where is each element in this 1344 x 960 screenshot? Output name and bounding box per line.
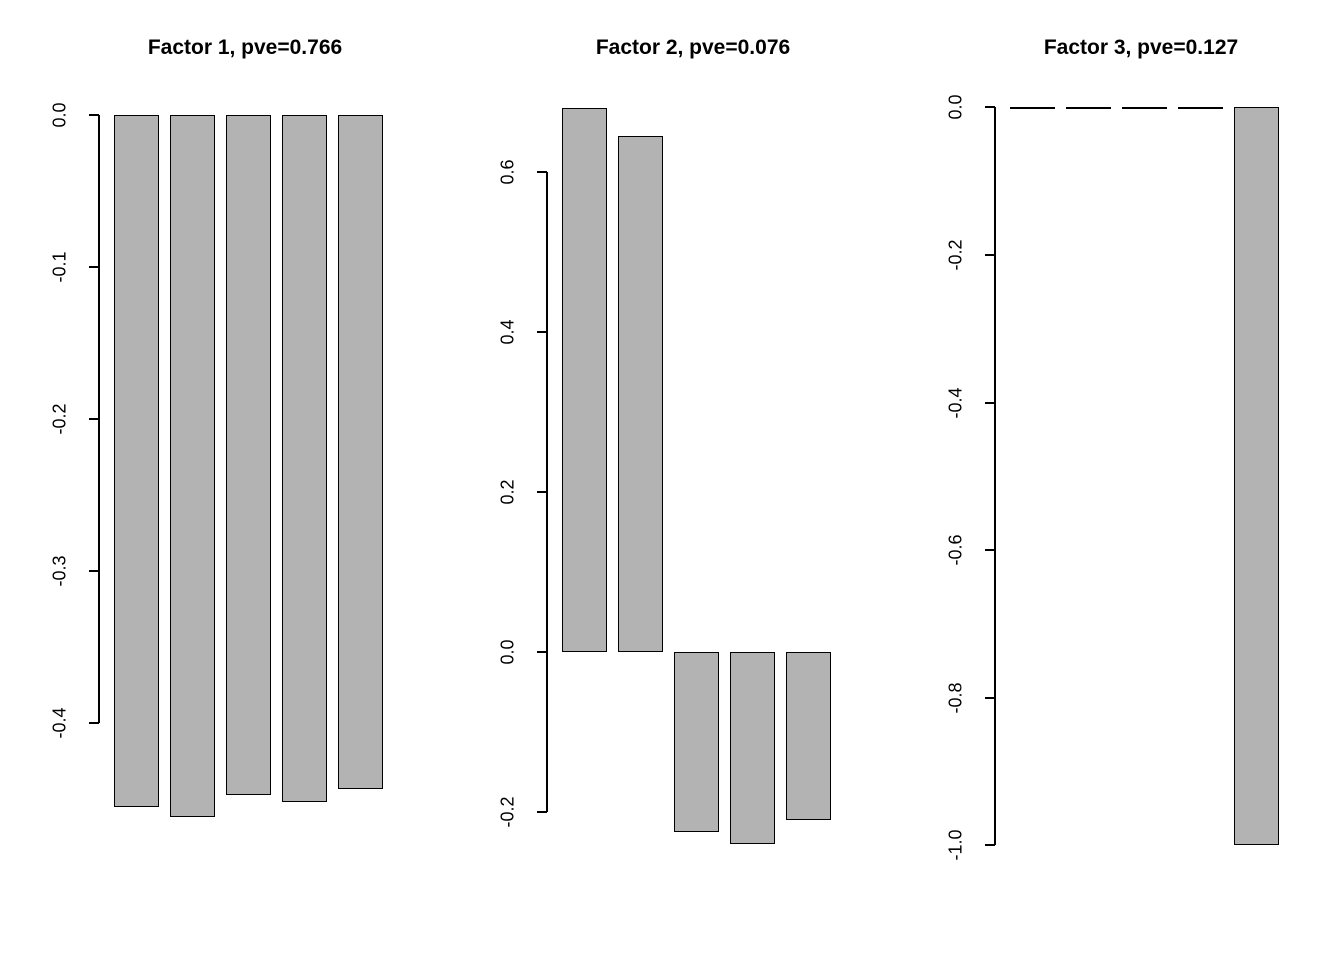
y-axis-tick bbox=[985, 253, 995, 256]
y-axis-tick-label: -0.8 bbox=[945, 682, 966, 714]
y-axis-tick bbox=[89, 114, 99, 117]
chart-title: Factor 2, pve=0.076 bbox=[595, 36, 791, 59]
y-axis-line bbox=[98, 115, 100, 724]
y-axis-tick-label: -0.3 bbox=[49, 555, 70, 587]
bar bbox=[282, 115, 327, 803]
bar bbox=[562, 108, 607, 652]
y-axis-line bbox=[546, 172, 548, 812]
y-axis-tick bbox=[537, 491, 547, 493]
y-axis-tick-label: -0.4 bbox=[49, 707, 70, 739]
y-axis-tick-label: -0.2 bbox=[945, 239, 966, 271]
y-axis-tick bbox=[537, 171, 547, 173]
chart-panel-factor-3: Factor 3, pve=0.127 0.0 -0.2 -0.4 -0.6 -0.8 -… bbox=[896, 0, 1344, 960]
bar bbox=[1178, 107, 1223, 110]
chart-title: Factor 1, pve=0.766 bbox=[147, 36, 343, 59]
chart-panel-factor-2: Factor 2, pve=0.076 0.6 0.4 0.2 0.0 -0.2 bbox=[448, 0, 896, 960]
y-axis-tick-label: -1.0 bbox=[945, 829, 966, 861]
plot-area: 0.0 -0.1 -0.2 -0.3 -0.4 bbox=[50, 100, 390, 860]
y-axis-tick bbox=[89, 570, 99, 573]
y-axis-tick bbox=[985, 401, 995, 404]
bar bbox=[1234, 107, 1279, 846]
y-axis-tick-label: -0.6 bbox=[945, 534, 966, 566]
bar bbox=[170, 115, 215, 818]
y-axis-tick-label: 0.2 bbox=[497, 479, 518, 505]
bar bbox=[226, 115, 271, 795]
y-axis-tick bbox=[985, 696, 995, 699]
y-axis-tick bbox=[537, 811, 547, 813]
y-axis-tick bbox=[89, 418, 99, 421]
y-axis-tick-label: -0.2 bbox=[497, 796, 518, 828]
bar bbox=[114, 115, 159, 807]
y-axis-tick bbox=[985, 549, 995, 552]
bar bbox=[1122, 107, 1167, 110]
y-axis-tick bbox=[985, 106, 995, 109]
bar bbox=[1066, 107, 1111, 110]
plot-area: 0.6 0.4 0.2 0.0 -0.2 bbox=[498, 100, 838, 860]
bar bbox=[730, 652, 775, 844]
y-axis-tick-label: 0.0 bbox=[49, 102, 70, 128]
y-axis-tick-label: -0.1 bbox=[49, 251, 70, 283]
y-axis-tick bbox=[89, 266, 99, 269]
y-axis-tick-label: -0.4 bbox=[945, 387, 966, 419]
bar bbox=[786, 652, 831, 820]
bar bbox=[674, 652, 719, 832]
chart-panel-factor-1: Factor 1, pve=0.766 0.0 -0.1 -0.2 -0.3 -0.4 bbox=[0, 0, 448, 960]
y-axis-tick-label: -0.2 bbox=[49, 403, 70, 435]
y-axis-tick-label: 0.4 bbox=[497, 319, 518, 345]
y-axis-line bbox=[994, 107, 996, 846]
y-axis-tick-label: 0.0 bbox=[497, 639, 518, 665]
y-axis-tick bbox=[537, 651, 547, 653]
bar bbox=[618, 136, 663, 652]
y-axis-tick bbox=[537, 331, 547, 333]
y-axis-tick bbox=[89, 722, 99, 725]
bar bbox=[1010, 107, 1055, 110]
bar bbox=[338, 115, 383, 789]
y-axis-tick bbox=[985, 844, 995, 847]
chart-title: Factor 3, pve=0.127 bbox=[1043, 36, 1239, 59]
y-axis-tick-label: 0.6 bbox=[497, 159, 518, 185]
y-axis-tick-label: 0.0 bbox=[945, 94, 966, 120]
plot-area: 0.0 -0.2 -0.4 -0.6 -0.8 -1.0 bbox=[946, 95, 1286, 861]
